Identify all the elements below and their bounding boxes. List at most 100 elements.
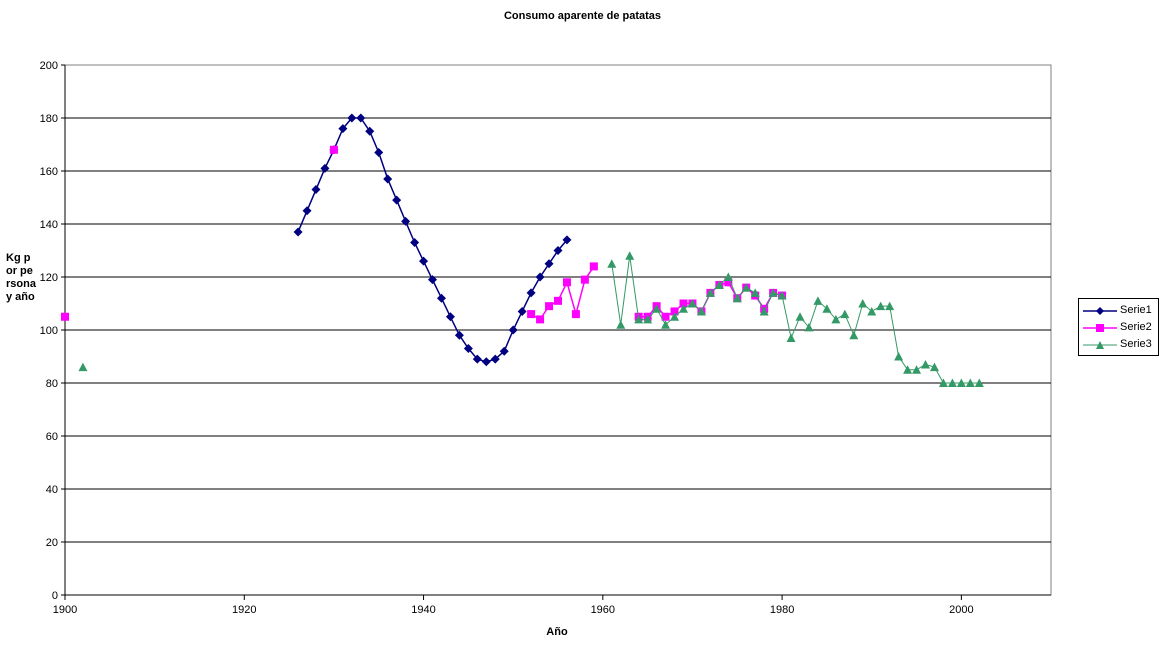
data-point-serie2 — [670, 307, 679, 316]
data-point-serie1 — [311, 185, 321, 195]
data-point-serie3 — [903, 365, 913, 374]
data-point-serie3 — [678, 304, 688, 313]
data-point-serie3 — [965, 378, 975, 387]
series-group — [61, 113, 984, 387]
data-point-serie2 — [554, 296, 562, 305]
data-point-serie3 — [974, 378, 984, 387]
data-point-serie3 — [822, 304, 832, 313]
data-point-serie3 — [777, 291, 787, 300]
data-point-serie2 — [545, 302, 554, 311]
data-point-serie3 — [947, 378, 957, 387]
legend-label-serie1: Serie1 — [1120, 304, 1152, 316]
data-point-serie1 — [472, 354, 482, 364]
data-point-serie2 — [536, 315, 545, 324]
data-point-serie3 — [768, 288, 778, 297]
data-point-serie2 — [580, 275, 589, 284]
data-point-serie3 — [912, 365, 922, 374]
y-tick-label: 0 — [52, 590, 58, 602]
data-point-serie1 — [544, 259, 554, 269]
data-point-serie3 — [929, 362, 939, 372]
legend-item-serie2: Serie2 — [1083, 320, 1159, 336]
legend-item-serie1: Serie1 — [1083, 303, 1159, 319]
data-point-serie1 — [374, 147, 384, 157]
x-axis: 1900 1920 1940 1960 1980 2000 — [53, 594, 1051, 616]
data-point-serie3 — [741, 283, 751, 292]
data-point-serie3 — [652, 304, 662, 313]
data-point-serie2 — [679, 299, 688, 308]
legend-label-serie3: Serie3 — [1120, 338, 1152, 350]
x-axis-label: Año — [546, 626, 568, 638]
data-point-serie1 — [517, 306, 527, 316]
legend-label-serie2: Serie2 — [1120, 321, 1152, 333]
data-point-serie1 — [356, 113, 366, 123]
legend: Serie1 Serie2 Serie3 — [1078, 298, 1159, 356]
y-tick-label: 140 — [40, 219, 58, 231]
data-point-serie1 — [499, 346, 509, 356]
data-point-serie2 — [571, 310, 580, 319]
data-point-serie2 — [589, 262, 598, 271]
data-point-serie3 — [732, 293, 742, 303]
data-point-serie1 — [320, 163, 330, 173]
data-point-serie1 — [490, 354, 500, 364]
data-point-serie1 — [383, 174, 393, 184]
data-point-serie1 — [562, 235, 572, 245]
x-tick-label: 1960 — [591, 604, 615, 616]
data-point-serie3 — [643, 314, 653, 324]
y-tick-label: 160 — [40, 166, 58, 178]
data-point-serie2 — [724, 278, 733, 287]
data-point-serie3 — [849, 330, 859, 340]
data-point-serie1 — [481, 357, 491, 367]
data-point-serie3 — [705, 288, 715, 297]
x-tick-label: 2000 — [949, 604, 973, 616]
data-point-serie3 — [956, 378, 966, 387]
data-point-serie3 — [696, 306, 706, 316]
data-point-serie3 — [634, 314, 644, 324]
data-point-serie2 — [661, 312, 670, 321]
data-point-serie3 — [759, 306, 769, 316]
data-point-serie3 — [876, 301, 886, 311]
data-point-serie1 — [508, 325, 518, 335]
y-tick-label: 80 — [46, 378, 58, 390]
y-tick-label: 180 — [40, 113, 58, 125]
data-point-serie2 — [61, 312, 69, 321]
data-point-serie3 — [840, 309, 850, 319]
data-point-serie3 — [670, 312, 680, 321]
data-point-serie1 — [454, 330, 464, 340]
legend-swatch-serie3 — [1083, 341, 1117, 349]
data-point-serie3 — [894, 352, 904, 361]
chart-title: Consumo aparente de patatas — [503, 10, 662, 22]
data-point-serie1 — [302, 206, 312, 216]
data-point-serie2 — [562, 278, 571, 287]
y-tick-label: 20 — [46, 537, 58, 549]
data-point-serie3 — [921, 359, 931, 369]
data-point-serie1 — [463, 344, 473, 354]
legend-item-serie3: Serie3 — [1083, 337, 1159, 353]
data-point-serie1 — [428, 275, 438, 285]
x-tick-label: 1900 — [53, 604, 77, 616]
data-point-serie2 — [329, 145, 338, 154]
data-point-serie1 — [347, 113, 357, 123]
data-point-serie3 — [723, 272, 733, 281]
data-point-serie1 — [553, 246, 563, 255]
data-point-serie1 — [401, 216, 411, 226]
data-point-serie3 — [714, 280, 724, 289]
y-tick-label: 40 — [46, 484, 58, 496]
data-point-serie3 — [750, 288, 760, 297]
data-point-serie1 — [535, 272, 545, 282]
data-point-serie3 — [831, 314, 841, 324]
y-axis-label: Kg por persona y año — [6, 252, 36, 303]
data-point-serie1 — [392, 195, 402, 205]
data-point-serie1 — [338, 124, 348, 134]
data-point-serie3 — [813, 296, 823, 305]
data-point-serie1 — [410, 238, 420, 248]
data-point-serie3 — [687, 299, 697, 308]
y-tick-label: 60 — [46, 431, 58, 443]
y-tick-label: 100 — [40, 325, 58, 337]
legend-swatch-serie2 — [1083, 324, 1117, 332]
data-point-serie1 — [436, 293, 446, 303]
data-point-serie3 — [607, 259, 617, 268]
series-serie1 — [293, 113, 572, 367]
data-point-serie3 — [661, 320, 671, 329]
data-point-serie3 — [625, 251, 635, 260]
